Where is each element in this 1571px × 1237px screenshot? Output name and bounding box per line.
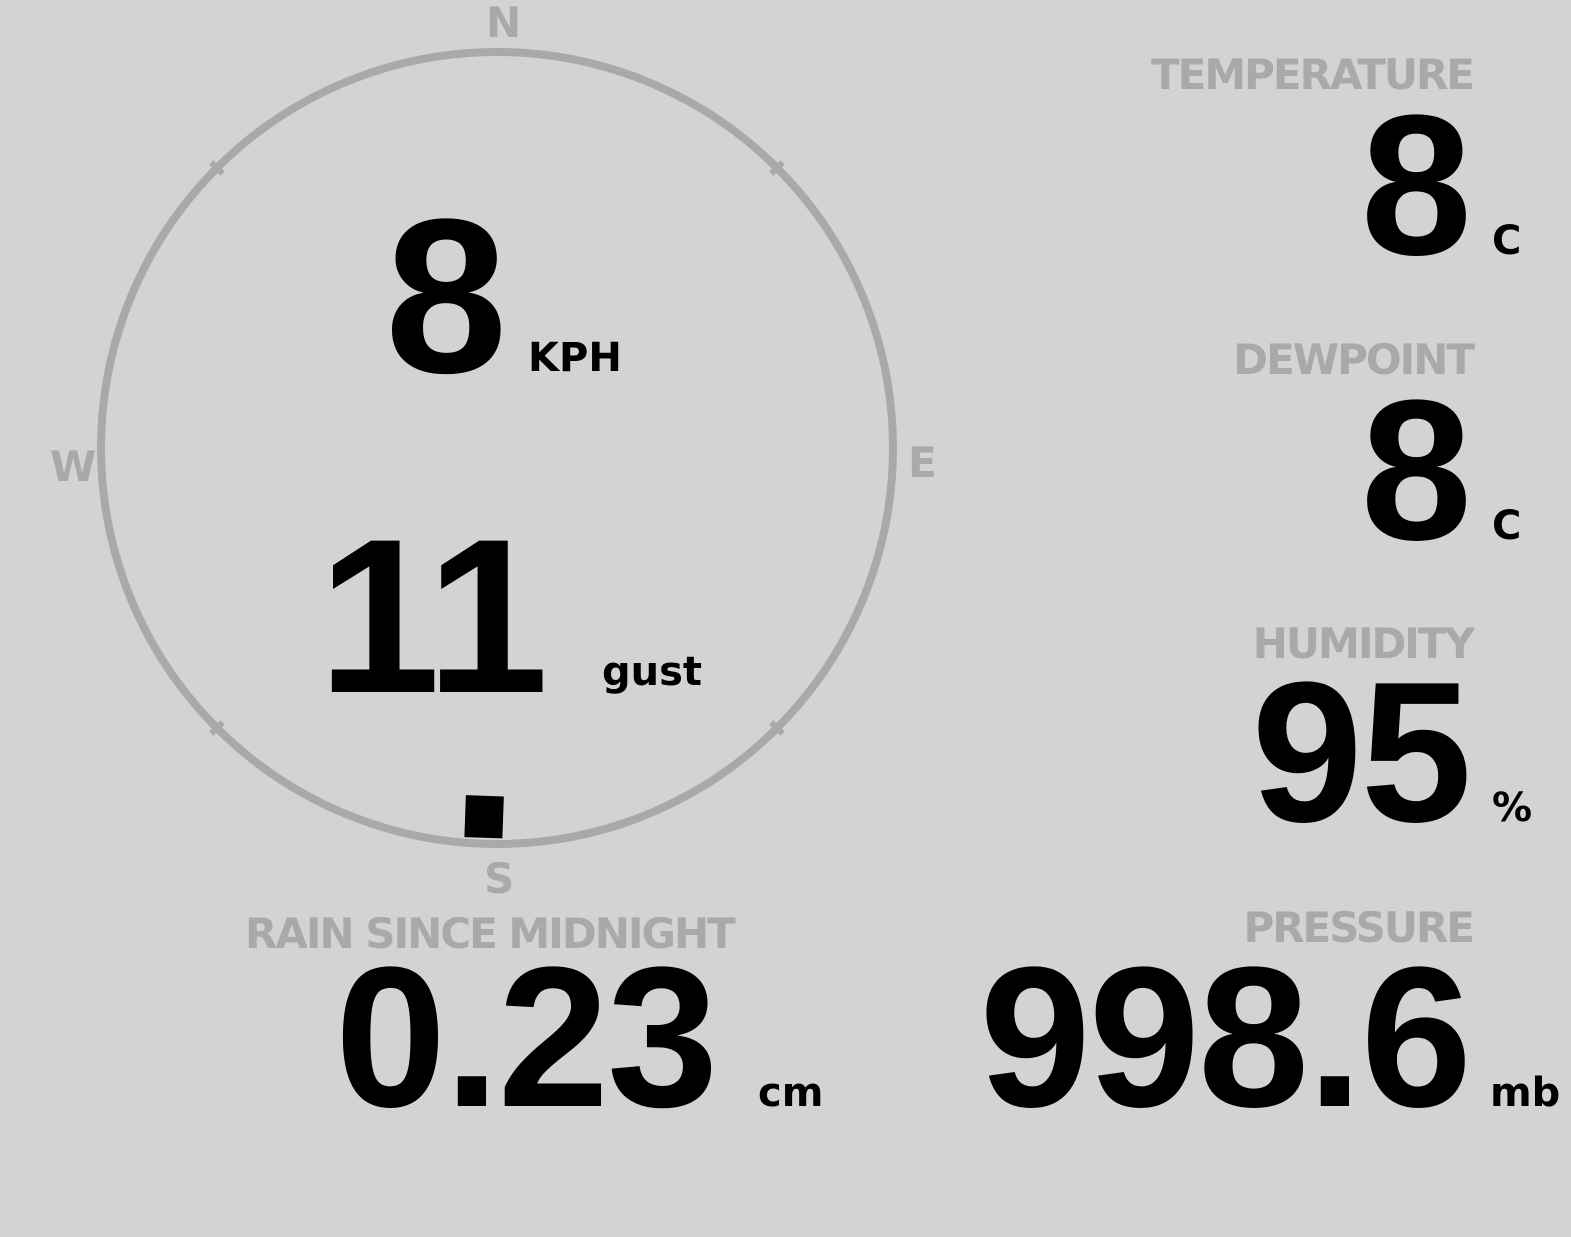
compass-tick <box>769 160 785 176</box>
pressure-value: 998.6 <box>979 926 1472 1149</box>
humidity-label: HUMIDITY <box>1252 619 1475 668</box>
temperature-value: 8 <box>1360 74 1472 297</box>
humidity-value: 95 <box>1251 641 1472 864</box>
compass-tick <box>209 720 225 736</box>
wind-direction-indicator <box>464 795 504 839</box>
temperature-unit: C <box>1492 218 1522 264</box>
rain-value: 0.23 <box>335 926 718 1149</box>
wind-speed-value: 8 <box>385 173 507 419</box>
temperature-card: TEMPERATURE <box>1151 50 1475 99</box>
temperature-label: TEMPERATURE <box>1151 50 1475 99</box>
compass-west-label: W <box>50 442 97 491</box>
rain-label: RAIN SINCE MIDNIGHT <box>245 909 736 958</box>
compass-tick <box>769 720 785 736</box>
compass-east-label: E <box>908 438 937 487</box>
dewpoint-card: DEWPOINT <box>1233 335 1475 384</box>
compass-ring <box>97 48 897 848</box>
compass-tick <box>209 160 225 176</box>
wind-speed-unit: KPH <box>528 335 622 381</box>
rain-unit: cm <box>758 1070 824 1116</box>
dewpoint-unit: C <box>1492 503 1522 549</box>
humidity-card: HUMIDITY <box>1252 619 1475 668</box>
wind-gust-value: 11 <box>318 493 549 739</box>
pressure-unit: mb <box>1490 1070 1561 1116</box>
humidity-unit: % <box>1492 785 1533 831</box>
compass-north-label: N <box>486 0 522 47</box>
dewpoint-label: DEWPOINT <box>1233 335 1475 384</box>
wind-gust-unit: gust <box>602 649 703 695</box>
dewpoint-value: 8 <box>1360 359 1472 582</box>
pressure-card: PRESSURE <box>1243 903 1475 952</box>
compass-south-label: S <box>484 854 515 903</box>
wind-compass <box>97 48 897 848</box>
pressure-label: PRESSURE <box>1243 903 1475 952</box>
